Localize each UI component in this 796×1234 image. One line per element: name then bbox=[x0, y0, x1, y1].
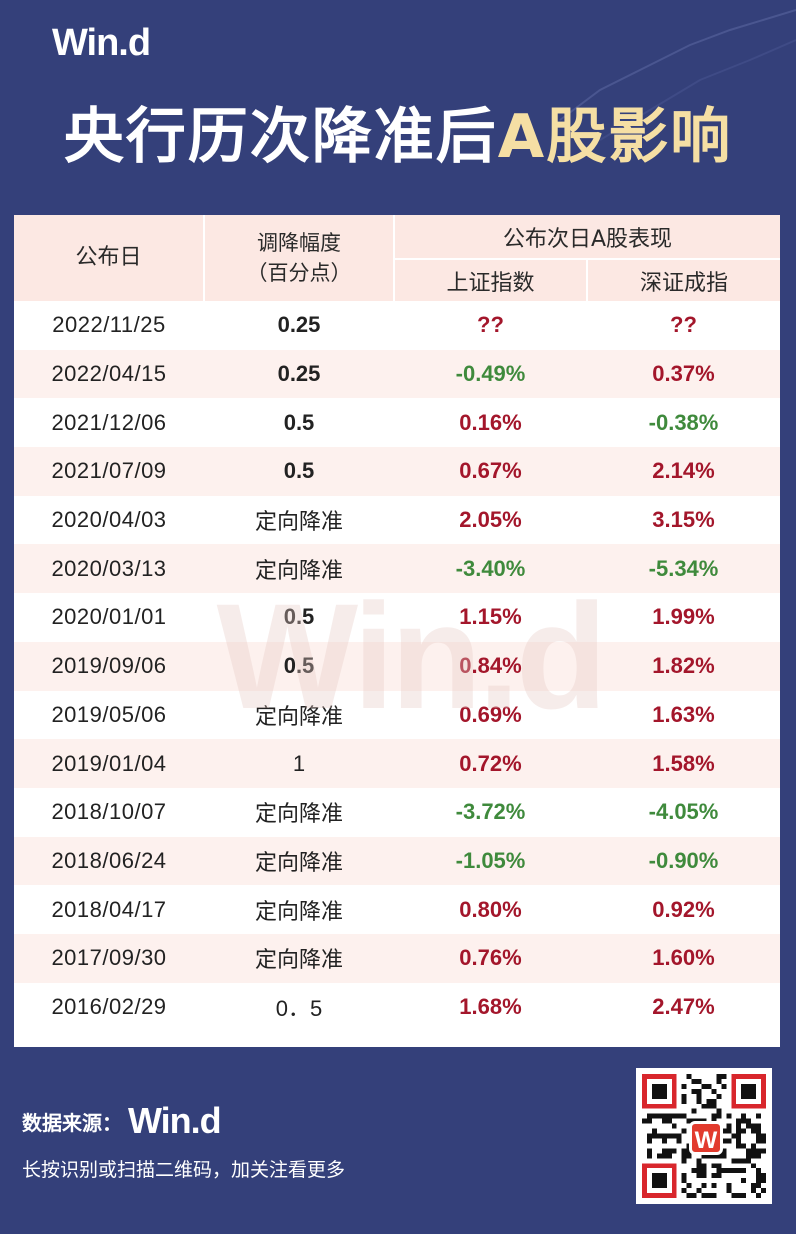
table-row: 2017/09/30 定向降准 0.76% 1.60% bbox=[14, 933, 780, 983]
cell-cut: 定向降准 bbox=[204, 836, 394, 886]
table-row: 2020/03/13 定向降准 -3.40% -5.34% bbox=[14, 544, 780, 594]
cell-cut: 0.5 bbox=[204, 447, 394, 496]
cell-shanghai: 0.69% bbox=[459, 701, 522, 727]
cell-cut: 定向降准 bbox=[254, 898, 343, 924]
cell-date: 2018/06/24 bbox=[14, 836, 204, 886]
cell-shenzhen: -0.38% bbox=[648, 409, 719, 435]
cell-cut: 1 bbox=[204, 739, 394, 788]
qr-pattern bbox=[642, 1074, 766, 1198]
header-cut-line2: （百分点） bbox=[246, 261, 352, 285]
cell-shenzhen: 1.99% bbox=[652, 604, 715, 630]
title-highlight: A股影响 bbox=[497, 102, 733, 172]
cell-date: 2018/10/07 bbox=[51, 799, 167, 825]
source-label: 数据来源： bbox=[22, 1110, 122, 1135]
table-row: 2022/11/25 0.25???? bbox=[14, 301, 780, 350]
cell-date: 2022/04/15 bbox=[14, 349, 204, 399]
header-shenzhen: 深证成指 bbox=[586, 259, 780, 301]
header-cut-line1: 调降幅度 bbox=[257, 231, 341, 255]
footer-tip: 长按识别或扫描二维码，加关注看更多 bbox=[22, 1159, 346, 1181]
table-row: 2022/04/15 0.25 -0.49% 0.37% bbox=[14, 349, 780, 399]
cell-cut: 0.5 bbox=[283, 409, 315, 435]
table-row: 2021/12/06 0.5 0.16% -0.38% bbox=[14, 398, 780, 447]
cell-cut: 定向降准 bbox=[254, 509, 343, 535]
table-row: 2020/01/01 0.5 1.15% 1.99% bbox=[14, 593, 780, 642]
brand-logo: Win.d bbox=[52, 22, 151, 64]
cell-cut: 0.5 bbox=[283, 604, 315, 630]
cell-date: 2019/01/04 bbox=[14, 739, 204, 788]
cell-date: 2021/12/06 bbox=[51, 409, 167, 435]
cell-shanghai: 0.84% bbox=[394, 641, 587, 691]
cell-date: 2020/04/03 bbox=[51, 507, 167, 533]
cell-shenzhen: 2.47% bbox=[652, 993, 715, 1019]
table-row: 2018/06/24 定向降准 -1.05% -0.90% bbox=[14, 836, 780, 886]
table-row: 2019/05/06 定向降准 0.69% 1.63% bbox=[14, 691, 780, 740]
qr-badge-icon: W bbox=[689, 1121, 723, 1155]
cell-shenzhen: -0.90% bbox=[587, 836, 780, 886]
header-cut: 调降幅度 （百分点） bbox=[203, 215, 394, 301]
cell-date: 2020/01/01 bbox=[51, 604, 167, 630]
table-row: 2019/09/06 0.5 0.84% 1.82% bbox=[14, 641, 780, 691]
cell-cut: 0．5 bbox=[275, 995, 323, 1021]
cell-shanghai: -3.40% bbox=[394, 544, 587, 594]
cell-date: 2020/03/13 bbox=[14, 544, 204, 594]
cell-cut: 定向降准 bbox=[204, 933, 394, 983]
source-logo: Win.d bbox=[128, 1100, 222, 1141]
cell-shanghai: 0.76% bbox=[394, 933, 587, 983]
cell-shenzhen: 3.15% bbox=[652, 507, 715, 533]
title-main: 央行历次降准后 bbox=[63, 102, 498, 172]
cell-shanghai: -0.49% bbox=[394, 349, 587, 399]
qr-code[interactable]: W bbox=[636, 1068, 772, 1204]
cell-shanghai: 1.68% bbox=[459, 993, 522, 1019]
cell-shenzhen: ?? bbox=[670, 312, 697, 338]
cell-shenzhen: 1.63% bbox=[652, 701, 715, 727]
cell-date: 2017/09/30 bbox=[14, 933, 204, 983]
cell-shenzhen: 2.14% bbox=[587, 447, 780, 496]
cell-shenzhen: 1.60% bbox=[587, 933, 780, 983]
data-table-container: 公布日 调降幅度 （百分点） 公布次日A股表现 上证指数 深证成指 2022/1… bbox=[14, 215, 780, 1047]
cell-cut: 0.25 bbox=[204, 349, 394, 399]
cell-date: 2019/09/06 bbox=[14, 641, 204, 691]
page-title: 央行历次降准后A股影响 bbox=[0, 88, 796, 175]
cell-date: 2021/07/09 bbox=[14, 447, 204, 496]
cell-cut: 定向降准 bbox=[254, 801, 343, 827]
cell-shanghai: 0.80% bbox=[459, 896, 522, 922]
cell-shanghai: 0.67% bbox=[394, 447, 587, 496]
cell-cut: 定向降准 bbox=[204, 544, 394, 594]
table-row: 2019/01/04 1 0.72% 1.58% bbox=[14, 739, 780, 788]
cell-shanghai: 0.72% bbox=[394, 739, 587, 788]
cell-shenzhen: -4.05% bbox=[648, 799, 719, 825]
cell-date: 2022/11/25 bbox=[52, 312, 166, 338]
table-row: 2016/02/29 0．5 1.68% 2.47% bbox=[14, 983, 780, 1032]
cell-shanghai: -3.72% bbox=[455, 799, 526, 825]
cell-shenzhen: -5.34% bbox=[587, 544, 780, 594]
cell-shenzhen: 1.58% bbox=[587, 739, 780, 788]
cell-shenzhen: 1.82% bbox=[587, 641, 780, 691]
table-row: 2018/10/07 定向降准 -3.72% -4.05% bbox=[14, 788, 780, 837]
cell-cut: 0.5 bbox=[204, 641, 394, 691]
cell-date: 2019/05/06 bbox=[51, 701, 167, 727]
table-row: 2020/04/03 定向降准 2.05% 3.15% bbox=[14, 496, 780, 545]
cell-shanghai: 1.15% bbox=[459, 604, 522, 630]
cell-cut: 0.25 bbox=[277, 312, 321, 338]
cell-cut: 定向降准 bbox=[254, 703, 343, 729]
header-shanghai: 上证指数 bbox=[393, 259, 587, 301]
cell-shenzhen: 0.37% bbox=[587, 349, 780, 399]
header-group: 公布次日A股表现 bbox=[393, 215, 780, 260]
cell-shanghai: -1.05% bbox=[394, 836, 587, 886]
cell-date: 2018/04/17 bbox=[51, 896, 167, 922]
cell-shanghai: 2.05% bbox=[459, 507, 522, 533]
table-row: 2018/04/17 定向降准 0.80% 0.92% bbox=[14, 885, 780, 934]
cell-shanghai: ?? bbox=[477, 312, 504, 338]
cell-date: 2016/02/29 bbox=[51, 993, 167, 1019]
footer-source: 数据来源： Win.d bbox=[22, 1100, 222, 1142]
cell-shanghai: 0.16% bbox=[459, 409, 522, 435]
table-row: 2021/07/09 0.5 0.67% 2.14% bbox=[14, 447, 780, 496]
rrr-cut-table: 公布日 调降幅度 （百分点） 公布次日A股表现 上证指数 深证成指 2022/1… bbox=[14, 215, 780, 1031]
cell-shenzhen: 0.92% bbox=[652, 896, 715, 922]
header-date: 公布日 bbox=[14, 215, 204, 301]
